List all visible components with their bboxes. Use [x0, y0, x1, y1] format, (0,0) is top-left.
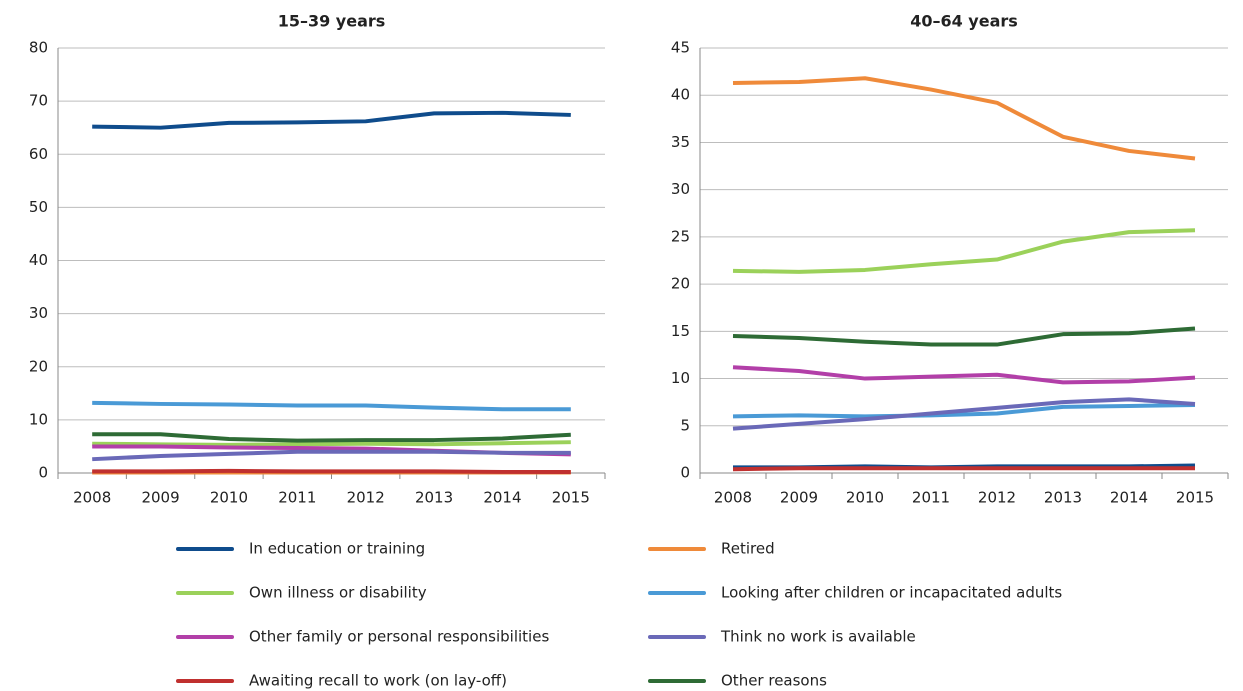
- y-tick-label: 45: [671, 39, 690, 57]
- y-tick-label: 15: [671, 322, 690, 340]
- x-tick-label: 2013: [1044, 489, 1082, 507]
- x-tick-label: 2010: [210, 489, 248, 507]
- y-tick-label: 50: [29, 198, 48, 216]
- y-tick-label: 25: [671, 227, 690, 245]
- x-tick-label: 2014: [483, 489, 521, 507]
- y-tick-label: 80: [29, 39, 48, 57]
- x-tick-label: 2012: [978, 489, 1016, 507]
- y-tick-label: 20: [671, 275, 690, 293]
- x-tick-label: 2009: [141, 489, 179, 507]
- y-tick-label: 5: [680, 416, 690, 434]
- y-tick-label: 30: [671, 180, 690, 198]
- x-tick-label: 2009: [780, 489, 818, 507]
- y-tick-label: 35: [671, 133, 690, 151]
- x-tick-label: 2013: [415, 489, 453, 507]
- y-tick-label: 30: [29, 304, 48, 322]
- legend-label: Awaiting recall to work (on lay-off): [249, 672, 507, 690]
- series-line: Own illness or disability: [732, 228, 1196, 274]
- series-line: Looking after children or incapacitated …: [732, 403, 1196, 419]
- series-line: Awaiting recall to work (on lay-off): [92, 468, 571, 474]
- legend-label: In education or training: [249, 540, 425, 558]
- y-tick-label: 70: [29, 92, 48, 110]
- series-line: Looking after children or incapacitated …: [92, 400, 571, 412]
- y-tick-label: 20: [29, 357, 48, 375]
- x-tick-label: 2011: [278, 489, 316, 507]
- y-tick-label: 40: [29, 251, 48, 269]
- x-tick-label: 2015: [552, 489, 590, 507]
- series-line: Think no work is available: [92, 449, 571, 462]
- legend-label: Looking after children or incapacitated …: [721, 584, 1062, 602]
- series-line: In education or training: [92, 110, 571, 130]
- x-tick-label: 2014: [1110, 489, 1148, 507]
- y-tick-label: 40: [671, 86, 690, 104]
- series-line: Other family or personal responsibilitie…: [732, 365, 1196, 385]
- x-tick-label: 2008: [73, 489, 111, 507]
- legend-label: Other family or personal responsibilitie…: [249, 628, 549, 646]
- chart-title: 15–39 years: [278, 12, 386, 31]
- x-tick-label: 2012: [347, 489, 385, 507]
- y-tick-label: 10: [671, 369, 690, 387]
- chart-title: 40–64 years: [910, 12, 1018, 31]
- x-tick-label: 2010: [846, 489, 884, 507]
- legend-label: Other reasons: [721, 672, 827, 690]
- y-tick-label: 0: [38, 464, 48, 482]
- series-line: Retired: [732, 76, 1196, 161]
- y-tick-label: 60: [29, 145, 48, 163]
- series-line: Think no work is available: [732, 397, 1196, 431]
- x-tick-label: 2015: [1176, 489, 1214, 507]
- y-tick-label: 10: [29, 410, 48, 428]
- legend-label: Own illness or disability: [249, 584, 427, 602]
- legend-label: Retired: [721, 540, 775, 558]
- legend-label: Think no work is available: [720, 628, 916, 646]
- x-tick-label: 2008: [714, 489, 752, 507]
- series-line: Other reasons: [92, 432, 571, 443]
- y-tick-label: 0: [680, 464, 690, 482]
- series-line: Other reasons: [732, 326, 1196, 347]
- x-tick-label: 2011: [912, 489, 950, 507]
- series-line: Own illness or disability: [92, 440, 571, 447]
- series-line: Awaiting recall to work (on lay-off): [732, 466, 1195, 472]
